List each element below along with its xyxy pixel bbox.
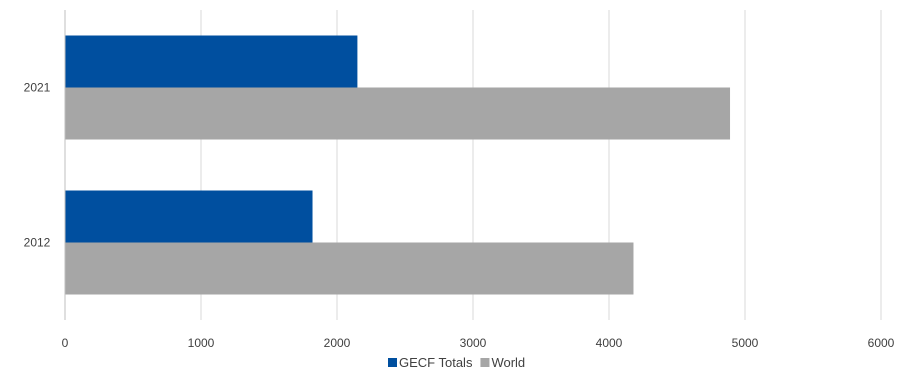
bar-world-2021 xyxy=(65,88,730,140)
bar-gecf-totals-2021 xyxy=(65,36,357,88)
legend-swatch xyxy=(388,358,397,367)
legend-swatch xyxy=(480,358,489,367)
bar-world-2012 xyxy=(65,243,633,295)
x-tick-label: 6000 xyxy=(868,336,895,350)
legend-label: World xyxy=(491,355,525,370)
legend-label: GECF Totals xyxy=(399,355,473,370)
x-tick-label: 0 xyxy=(62,336,69,350)
x-tick-label: 3000 xyxy=(460,336,487,350)
y-category-label: 2021 xyxy=(24,81,51,95)
y-axis-categories: 2012 2021 xyxy=(24,81,51,250)
bar-gecf-totals-2012 xyxy=(65,191,313,243)
y-category-label: 2012 xyxy=(24,236,51,250)
x-tick-label: 2000 xyxy=(324,336,351,350)
x-axis-ticks: 0 1000 2000 3000 4000 5000 6000 xyxy=(62,336,895,350)
x-tick-label: 1000 xyxy=(188,336,215,350)
chart-legend: GECF Totals World xyxy=(388,355,525,370)
x-tick-label: 5000 xyxy=(732,336,759,350)
x-tick-label: 4000 xyxy=(596,336,623,350)
chart-bars xyxy=(65,36,730,295)
